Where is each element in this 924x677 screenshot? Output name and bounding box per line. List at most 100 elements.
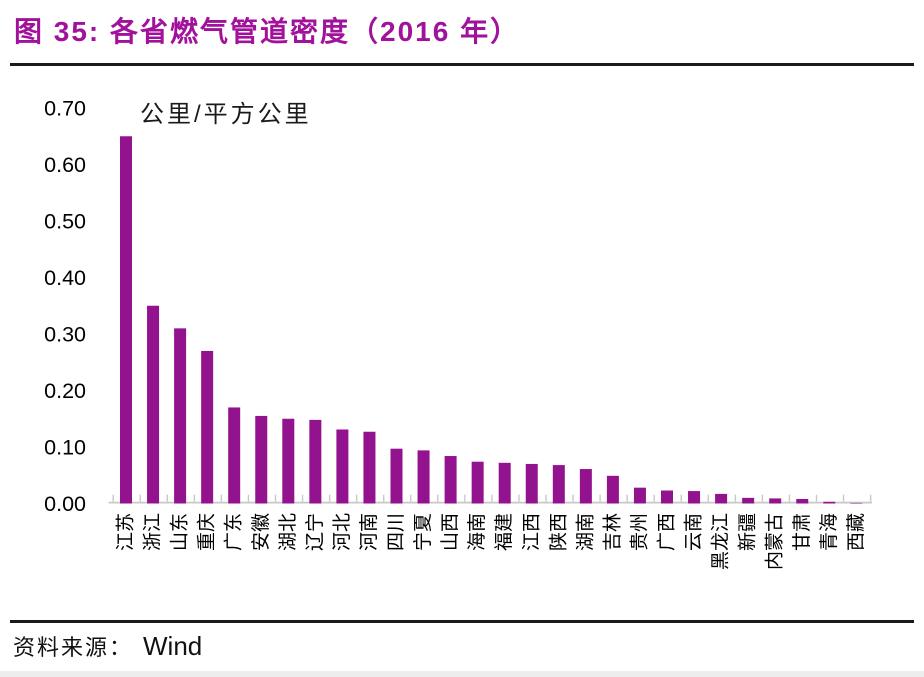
x-axis-tick — [518, 494, 520, 502]
bar — [363, 431, 376, 504]
x-axis-tick — [842, 494, 845, 502]
bar — [796, 498, 809, 504]
bar — [525, 463, 538, 504]
bar — [390, 448, 403, 504]
x-axis-label: 浙江 — [142, 513, 164, 551]
x-axis-tick — [193, 494, 196, 502]
source-line: 资料来源： Wind — [13, 630, 202, 662]
x-axis-label: 宁夏 — [412, 513, 434, 551]
x-axis-label: 海南 — [466, 513, 488, 551]
x-axis-label: 新疆 — [737, 513, 759, 551]
x-axis-label: 安徽 — [250, 513, 272, 551]
x-axis-label: 福建 — [493, 513, 515, 551]
x-axis-tick — [464, 494, 466, 502]
x-axis-tick — [410, 494, 412, 502]
bar — [174, 328, 187, 504]
x-axis-tick — [680, 494, 682, 502]
x-axis-tick — [383, 494, 385, 502]
y-axis-tick-label: 0.30 — [44, 323, 86, 347]
bar — [498, 462, 511, 504]
bar — [147, 305, 160, 504]
x-axis-label: 辽宁 — [304, 513, 326, 551]
x-axis-tick — [274, 494, 277, 502]
bar — [823, 501, 836, 504]
x-axis-label: 甘肃 — [791, 513, 813, 551]
bar — [444, 456, 457, 504]
y-axis-unit-label: 公里/平方公里 — [140, 101, 312, 128]
bar — [336, 429, 349, 504]
x-axis-label: 江苏 — [115, 513, 137, 551]
x-axis-tick — [734, 494, 737, 502]
y-axis-tick-label: 0.10 — [44, 436, 86, 460]
x-axis-label: 广东 — [223, 513, 245, 551]
bar — [850, 502, 863, 504]
x-axis-label: 重庆 — [196, 513, 218, 551]
x-axis-label: 四川 — [386, 513, 407, 551]
x-axis-tick — [437, 494, 439, 502]
x-axis-label: 青海 — [818, 513, 840, 551]
x-axis-tick — [815, 494, 818, 502]
x-axis-tick — [491, 494, 493, 502]
x-axis-tick — [599, 494, 601, 502]
x-axis-label: 陕西 — [547, 513, 569, 551]
bar — [417, 450, 430, 504]
x-axis-label: 黑龙江 — [710, 513, 732, 570]
x-axis-label: 湖北 — [277, 513, 299, 551]
x-axis-label: 山西 — [439, 513, 461, 551]
y-axis-tick-label: 0.20 — [44, 379, 86, 403]
bar — [228, 407, 241, 504]
x-axis-tick — [788, 494, 791, 502]
x-axis-tick — [220, 494, 223, 502]
y-axis-tick-label: 0.60 — [44, 153, 86, 177]
bar — [255, 415, 268, 504]
x-axis-tick — [355, 494, 358, 502]
x-axis-tick — [761, 494, 764, 502]
page-bottom-edge — [0, 671, 924, 677]
bar — [742, 497, 755, 504]
bar — [688, 491, 701, 504]
x-axis-label: 贵州 — [628, 513, 650, 551]
x-axis-tick — [869, 494, 872, 502]
x-axis-tick — [112, 494, 114, 502]
bar — [633, 487, 646, 504]
x-axis-label: 湖南 — [574, 513, 596, 551]
bar — [606, 475, 619, 504]
y-axis-tick-label: 0.50 — [44, 210, 86, 234]
bar — [769, 498, 782, 504]
x-axis-label: 云南 — [683, 513, 705, 551]
bar — [309, 419, 322, 504]
x-axis-label: 吉林 — [601, 513, 623, 551]
y-axis-tick-label: 0.00 — [44, 492, 86, 516]
x-axis-tick — [707, 494, 709, 502]
bar — [552, 465, 565, 504]
x-axis-tick — [545, 494, 547, 502]
bar — [471, 461, 484, 504]
bar — [282, 418, 295, 504]
top-divider — [10, 63, 914, 66]
x-axis-label: 山东 — [169, 513, 191, 551]
x-axis-tick — [626, 494, 628, 502]
x-axis-tick — [328, 494, 331, 502]
y-axis-tick-label: 0.40 — [44, 266, 86, 290]
x-axis-tick — [572, 494, 574, 502]
x-axis-tick — [139, 494, 141, 502]
x-axis-line — [108, 501, 872, 504]
bar — [579, 469, 592, 504]
x-axis-label: 河北 — [331, 513, 353, 551]
source-value: Wind — [143, 631, 203, 661]
x-axis-tick — [247, 494, 250, 502]
x-axis-tick — [166, 494, 168, 502]
source-label: 资料来源： — [13, 635, 134, 660]
x-axis-label: 内蒙古 — [764, 513, 786, 570]
bottom-divider — [10, 620, 914, 623]
bar — [715, 493, 728, 504]
x-axis-tick — [301, 494, 304, 502]
x-axis-label: 江西 — [520, 513, 542, 551]
x-axis-label: 西藏 — [845, 513, 867, 551]
x-axis-tick — [653, 494, 655, 502]
figure-title: 图 35: 各省燃气管道密度（2016 年） — [14, 16, 521, 47]
y-axis-tick-label: 0.70 — [44, 97, 86, 121]
bar — [120, 136, 132, 504]
